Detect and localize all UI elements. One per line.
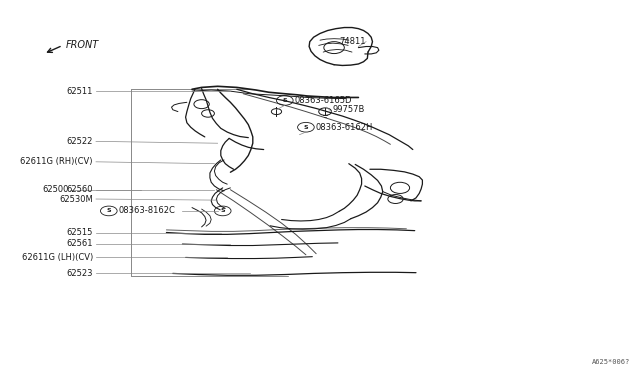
Text: A625*006?: A625*006? [592, 359, 630, 365]
Text: S: S [303, 125, 308, 130]
Text: 08363-8162C: 08363-8162C [118, 206, 175, 215]
Text: 62611G (RH)(CV): 62611G (RH)(CV) [20, 157, 93, 166]
Text: 62560: 62560 [67, 185, 93, 194]
Text: S: S [106, 208, 111, 214]
Text: 08363-6162H: 08363-6162H [316, 123, 373, 132]
Text: 62523: 62523 [67, 269, 93, 278]
Text: 99757B: 99757B [333, 105, 365, 114]
Text: 62561: 62561 [67, 239, 93, 248]
Text: 62611G (LH)(CV): 62611G (LH)(CV) [22, 253, 93, 262]
Text: FRONT: FRONT [65, 41, 99, 50]
Text: S: S [220, 208, 225, 214]
Text: 62522: 62522 [67, 137, 93, 146]
Text: 62500: 62500 [43, 185, 69, 194]
Text: 62530M: 62530M [59, 195, 93, 203]
Text: 62511: 62511 [67, 87, 93, 96]
Text: 62515: 62515 [67, 228, 93, 237]
Text: 74811: 74811 [340, 37, 366, 46]
Text: 08363-6165D: 08363-6165D [294, 96, 352, 105]
Text: S: S [282, 98, 287, 103]
